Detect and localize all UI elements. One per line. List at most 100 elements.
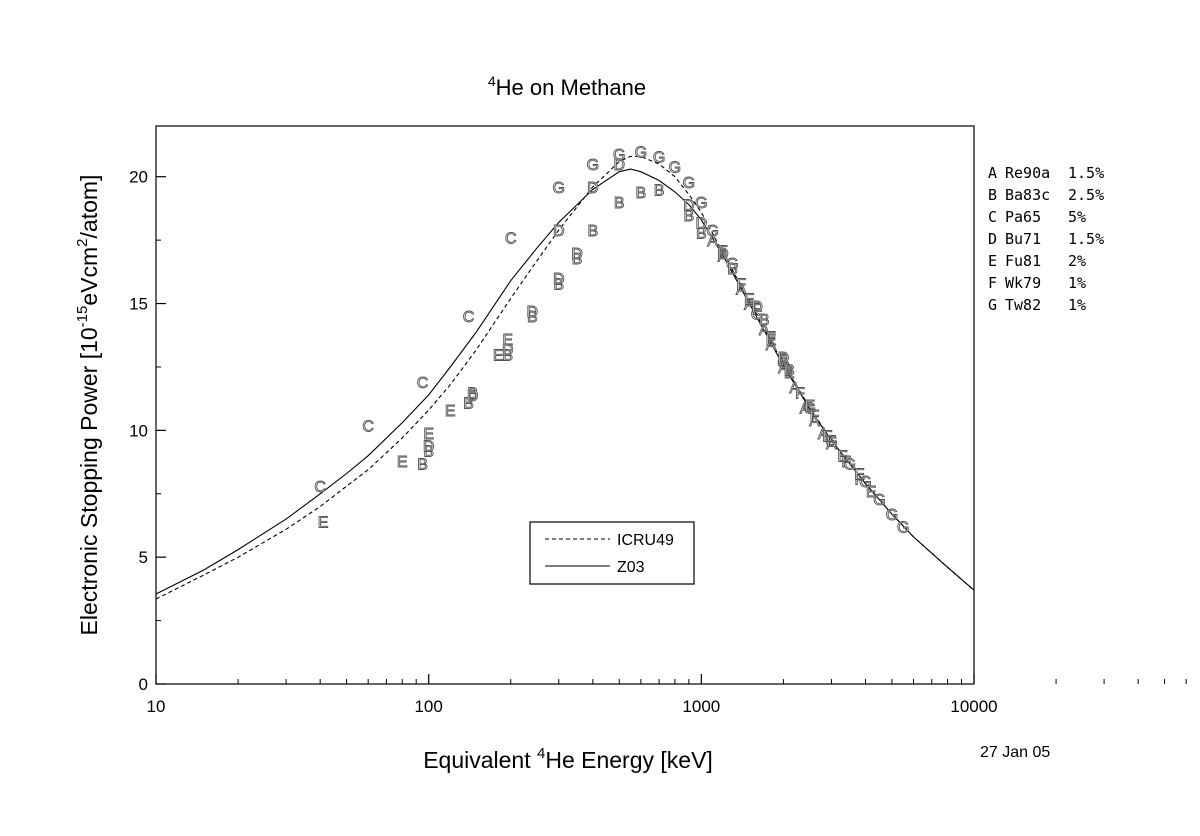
data-point-d: D — [717, 246, 729, 263]
data-point-g: G — [777, 355, 789, 372]
reference-list: A Re90a 1.5% B Ba83c 2.5% C Pa65 5% D Bu71 1.5% E Fu8… — [988, 164, 1104, 314]
data-point-b: B — [553, 276, 564, 293]
reference-letter: D — [988, 230, 997, 248]
legend: ICRU49 Z03 — [529, 521, 695, 585]
data-point-g: G — [669, 160, 681, 177]
x-axis: 10 100 1000 10000 — [147, 674, 1187, 716]
chart-title-sup: 4 — [488, 73, 496, 89]
data-point-a: A — [736, 281, 747, 298]
data-point-b: B — [502, 347, 513, 364]
data-point-g: G — [553, 180, 565, 197]
data-point-a: A — [759, 322, 770, 339]
data-point-e: E — [837, 449, 848, 466]
data-point-a: A — [718, 248, 729, 265]
data-point-b: B — [759, 312, 770, 329]
data-point-g: G — [873, 492, 885, 509]
data-point-g: G — [683, 175, 695, 192]
data-point-d: D — [502, 342, 514, 359]
data-point-g: G — [635, 144, 647, 161]
data-point-b: B — [614, 195, 625, 212]
date-label: 27 Jan 05 — [980, 744, 1050, 761]
data-point-g: G — [726, 256, 738, 273]
y-axis-label-mid: eVcm — [76, 247, 102, 306]
data-point-a: A — [826, 436, 837, 453]
chart-title: 4He on Methane — [488, 73, 646, 100]
reference-letter: C — [988, 208, 997, 226]
x-tick-label: 10 — [147, 697, 166, 716]
reference-letter: F — [988, 274, 997, 292]
data-point-a: A — [800, 401, 811, 418]
y-axis-label-sup2: 2 — [74, 238, 91, 246]
data-point-a: A — [766, 337, 777, 354]
data-point-d: D — [696, 215, 708, 232]
data-point-f: F — [855, 472, 865, 489]
data-point-f: F — [795, 385, 805, 402]
reference-code: Bu71 — [1005, 230, 1041, 248]
data-point-b: B — [684, 208, 695, 225]
data-point-d: D — [587, 180, 599, 197]
data-point-e: E — [744, 291, 755, 308]
reference-code: Re90a — [1005, 164, 1050, 182]
data-point-f: F — [766, 330, 776, 347]
data-point-e: E — [493, 347, 504, 364]
data-point-c: C — [463, 309, 475, 326]
legend-label-z03: Z03 — [617, 559, 645, 576]
x-axis-label-sup: 4 — [537, 745, 545, 762]
data-point-e: E — [822, 428, 833, 445]
data-point-c: C — [505, 231, 517, 248]
data-point-g: G — [825, 434, 837, 451]
data-point-g: G — [653, 149, 665, 166]
data-point-g: G — [587, 157, 599, 174]
reference-code: Fu81 — [1005, 252, 1041, 270]
data-point-e: E — [805, 398, 816, 415]
data-point-d: D — [553, 223, 565, 240]
data-point-d: D — [423, 439, 435, 456]
series-lines — [155, 155, 975, 600]
data-point-b: B — [572, 251, 583, 268]
data-point-d: D — [467, 388, 479, 405]
x-tick-label: 100 — [414, 697, 442, 716]
y-axis: 0 5 10 15 20 — [129, 168, 166, 694]
x-tick-label: 10000 — [950, 697, 997, 716]
data-point-g: G — [613, 147, 625, 164]
reference-uncertainty: 1.5% — [1068, 230, 1104, 248]
data-point-g: G — [859, 474, 871, 491]
data-point-g: G — [695, 195, 707, 212]
data-point-f: F — [810, 408, 820, 425]
y-tick-label: 10 — [129, 421, 148, 440]
data-point-e: E — [784, 365, 795, 382]
data-point-g: G — [886, 507, 898, 524]
data-point-e: E — [854, 466, 865, 483]
data-point-a: A — [818, 426, 829, 443]
data-point-d: D — [613, 157, 625, 174]
reference-code: Pa65 — [1005, 208, 1041, 226]
data-point-e: E — [423, 426, 434, 443]
data-point-b: B — [784, 362, 795, 379]
plot-frame — [155, 125, 975, 685]
data-point-d: D — [751, 299, 763, 316]
data-point-g: G — [804, 401, 816, 418]
data-point-e: E — [445, 403, 456, 420]
chart-title-text: He on Methane — [496, 75, 646, 100]
data-point-b: B — [636, 185, 647, 202]
data-point-e: E — [766, 332, 777, 349]
data-point-b: B — [696, 226, 707, 243]
data-point-f: F — [736, 276, 746, 293]
data-point-d: D — [683, 198, 695, 215]
data-point-f: F — [718, 243, 728, 260]
x-axis-label: Equivalent 4He Energy [keV] — [423, 745, 713, 773]
data-point-e: E — [866, 484, 877, 501]
reference-uncertainty: 5% — [1068, 208, 1086, 226]
series-line-z03 — [155, 168, 975, 595]
data-point-d: D — [553, 271, 565, 288]
data-point-e: E — [318, 515, 329, 532]
legend-label-icru49: ICRU49 — [617, 532, 674, 549]
data-point-b: B — [417, 456, 428, 473]
data-point-a: A — [809, 413, 820, 430]
reference-letter: G — [988, 296, 997, 314]
data-point-d: D — [778, 350, 790, 367]
x-axis-label-post: He Energy [keV] — [545, 747, 712, 773]
reference-code: Ba83c — [1005, 186, 1050, 204]
data-point-c: C — [417, 375, 429, 392]
